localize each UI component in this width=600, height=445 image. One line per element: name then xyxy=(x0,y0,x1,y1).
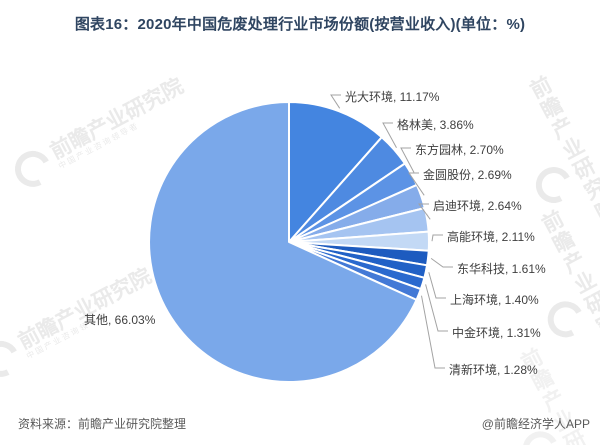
leader-line-10 xyxy=(421,295,445,369)
leader-line-9 xyxy=(425,284,448,332)
source-note: 资料来源：前瞻产业研究院整理 xyxy=(18,417,187,431)
leader-line-8 xyxy=(428,272,446,299)
app-credit: @前瞻经济学人APP xyxy=(481,417,590,431)
leader-line-4 xyxy=(408,172,425,196)
leader-line-6 xyxy=(431,234,443,242)
page-title: 图表16：2020年中国危废处理行业市场份额(按营业收入)(单位：%) xyxy=(74,16,526,33)
pie-slice-11 xyxy=(148,101,418,383)
leader-line-3 xyxy=(400,147,415,173)
leader-line-1 xyxy=(330,94,341,109)
pie-slice-1 xyxy=(288,101,383,243)
leader-line-2 xyxy=(382,122,397,148)
leader-line-5 xyxy=(418,203,431,220)
leader-line-7 xyxy=(430,257,453,268)
